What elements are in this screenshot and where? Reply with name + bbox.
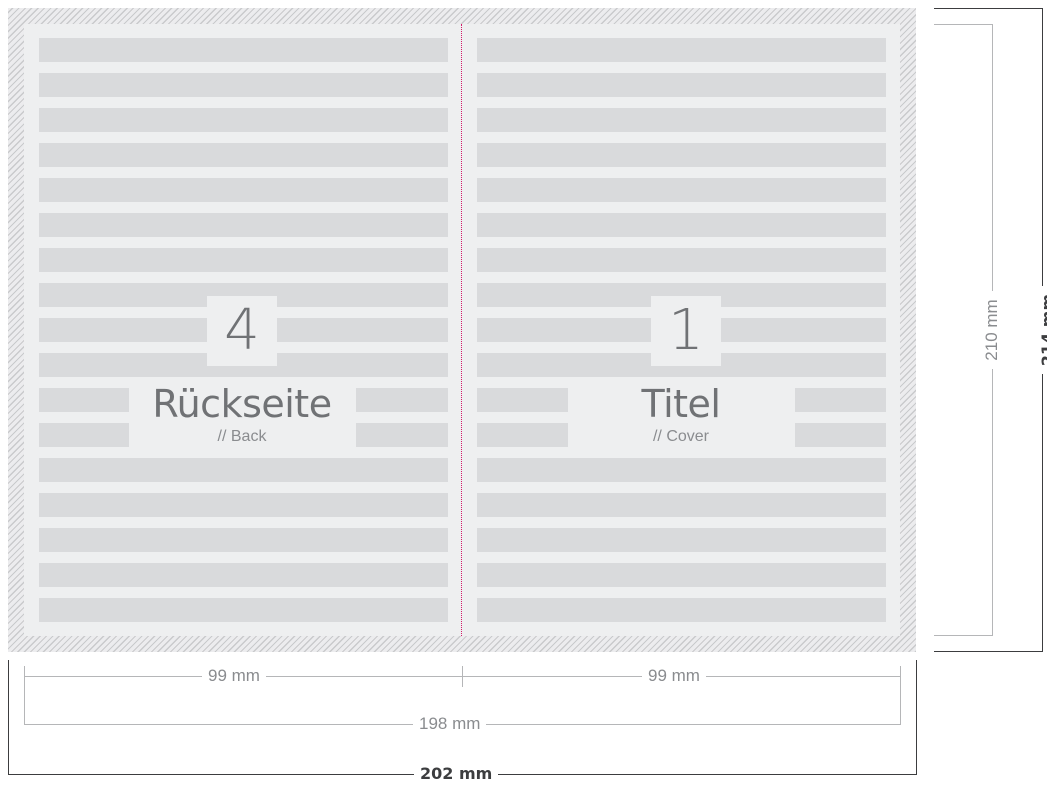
text-placeholder-bar [477, 493, 886, 517]
text-placeholder-bar [477, 73, 886, 97]
text-placeholder-bar [39, 108, 448, 132]
text-placeholder-bar [39, 213, 448, 237]
trim-width-bracket-left [24, 686, 25, 724]
trim-height-label: 210 mm [982, 291, 1002, 369]
bleed-height-bracket-bottom [934, 651, 1043, 652]
text-placeholder-bar [39, 528, 448, 552]
back-page-number: 4 [207, 296, 277, 366]
trim-height-bracket-bottom [934, 635, 993, 636]
text-placeholder-bar [39, 248, 448, 272]
dimension-tick [462, 666, 463, 687]
bleed-width-bracket-right [916, 660, 917, 774]
text-placeholder-bar [39, 493, 448, 517]
cover-page-subtitle: // Cover [652, 428, 709, 445]
text-placeholder-bar [477, 458, 886, 482]
bleed-height-label: 214 mm [1038, 286, 1047, 374]
dimension-tick [24, 666, 25, 687]
text-placeholder-bar [39, 143, 448, 167]
text-placeholder-bar [39, 563, 448, 587]
text-placeholder-bar [477, 38, 886, 62]
cover-page-number: 1 [651, 296, 721, 366]
text-placeholder-bar [477, 248, 886, 272]
back-page-title: Rückseite [152, 382, 332, 426]
text-placeholder-bar [477, 598, 886, 622]
left-panel-width-label: 99 mm [202, 666, 266, 686]
fold-line [461, 24, 462, 636]
trim-height-bracket-top [934, 24, 993, 25]
bleed-width-bracket-left [8, 660, 9, 774]
text-placeholder-bar [39, 178, 448, 202]
back-page-subtitle: // Back [217, 428, 267, 445]
cover-page-title: Titel [641, 382, 721, 426]
text-placeholder-bar [477, 178, 886, 202]
text-placeholder-bar [477, 143, 886, 167]
text-placeholder-bar [477, 213, 886, 237]
trim-width-label: 198 mm [413, 714, 487, 734]
text-placeholder-bar [39, 458, 448, 482]
text-placeholder-bar [39, 598, 448, 622]
text-placeholder-bar [39, 38, 448, 62]
bleed-height-bracket-top [934, 8, 1043, 9]
back-label-background [129, 386, 356, 450]
text-placeholder-bar [39, 73, 448, 97]
cover-label-background [568, 386, 795, 450]
text-placeholder-bar [477, 108, 886, 132]
text-placeholder-bar [477, 528, 886, 552]
text-placeholder-bar [477, 563, 886, 587]
right-panel-width-label: 99 mm [642, 666, 706, 686]
trim-width-bracket-right [900, 686, 901, 724]
dimension-tick [900, 666, 901, 687]
bleed-width-label: 202 mm [414, 764, 499, 784]
